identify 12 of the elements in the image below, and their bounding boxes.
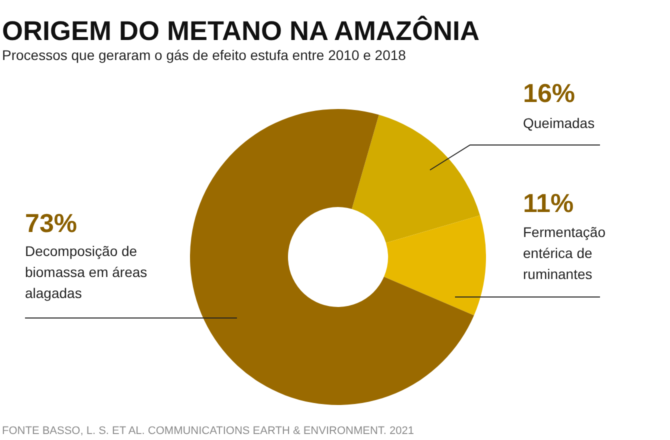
slice-label: Queimadas [523,115,595,131]
slice-label: Decomposição de biomassa em áreas alagadas [25,243,148,301]
data-label: 73% [25,208,78,238]
data-label: 16% [523,78,576,108]
chart-title: ORIGEM DO METANO NA AMAZÔNIA [2,15,480,46]
chart-subtitle: Processos que geraram o gás de efeito estufa entre 2010 e 2018 [2,47,406,63]
slice-label: Fermentação entérica de ruminantes [523,224,606,282]
source-note: FONTE BASSO, L. S. ET AL. COMMUNICATIONS EARTH & ENVIRONMENT. 2021 [2,425,414,437]
donut-slice [384,215,486,316]
data-label: 11% [523,188,574,218]
donut-slice [190,109,474,405]
donut-slice [352,114,480,243]
